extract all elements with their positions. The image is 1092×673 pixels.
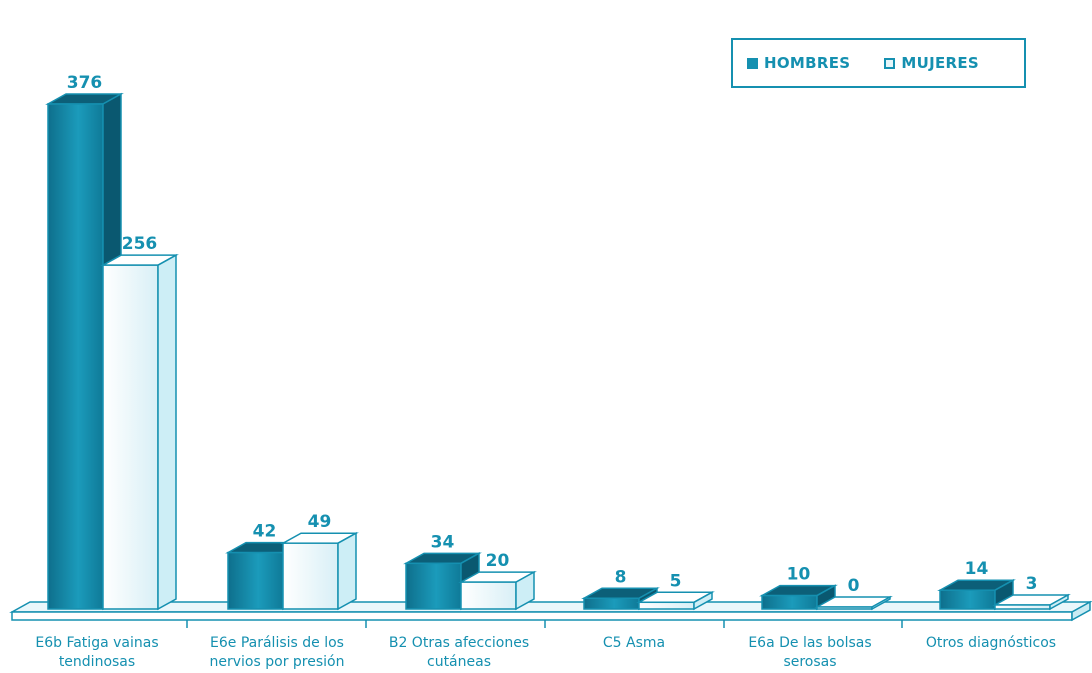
- value-label-hombres-5: 14: [965, 559, 989, 579]
- bars-group: [45, 92, 1071, 611]
- bar-mujeres-4: [814, 595, 893, 611]
- floor-top: [9, 601, 1092, 613]
- legend-label-hombres: HOMBRES: [764, 54, 851, 72]
- floor-front: [11, 611, 1073, 621]
- value-label-hombres-3: 8: [615, 567, 627, 587]
- legend-item-mujeres: MUJERES: [884, 54, 979, 72]
- value-label-hombres-4: 10: [787, 565, 811, 585]
- legend-label-mujeres: MUJERES: [901, 54, 980, 72]
- value-label-mujeres-5: 3: [1026, 574, 1038, 594]
- bar-mujeres-1: [280, 531, 359, 611]
- value-label-mujeres-2: 20: [486, 551, 510, 571]
- floor-side: [1071, 600, 1091, 622]
- value-label-hombres-0: 376: [67, 73, 103, 93]
- category-label-0: E6b Fatiga vainas tendinosas: [35, 635, 158, 670]
- bar-hombres-4: [759, 584, 838, 611]
- category-label-5: Otros diagnósticos: [926, 635, 1056, 651]
- value-labels-group: 376 256 42 49 34 20 8 5 10 0 14 3: [67, 73, 1038, 596]
- category-labels-group: E6b Fatiga vainas tendinosas E6e Parálisis…: [35, 635, 1056, 670]
- category-label-1: E6e Parálisis de los nervios por presión: [210, 635, 345, 670]
- legend: HOMBRES MUJERES: [731, 38, 1026, 88]
- value-label-hombres-1: 42: [253, 522, 277, 542]
- chart-floor: [9, 600, 1092, 628]
- bar-mujeres-5: [992, 593, 1071, 611]
- bar-hombres-0: [45, 92, 124, 611]
- legend-item-hombres: HOMBRES: [747, 54, 850, 72]
- value-label-hombres-2: 34: [431, 532, 455, 552]
- category-label-4: E6a De las bolsas serosas: [748, 635, 871, 670]
- bar-mujeres-3: [636, 591, 715, 611]
- bar-mujeres-2: [458, 570, 537, 611]
- bar-mujeres-0: [100, 253, 179, 611]
- legend-swatch-hombres: [747, 57, 758, 69]
- category-label-2: B2 Otras afecciones cutáneas: [389, 635, 529, 670]
- category-label-3: C5 Asma: [603, 635, 665, 651]
- legend-swatch-mujeres: [884, 57, 896, 69]
- value-label-mujeres-0: 256: [122, 234, 158, 254]
- value-label-mujeres-1: 49: [308, 512, 332, 532]
- value-label-mujeres-3: 5: [670, 571, 682, 591]
- value-label-mujeres-4: 0: [848, 576, 860, 596]
